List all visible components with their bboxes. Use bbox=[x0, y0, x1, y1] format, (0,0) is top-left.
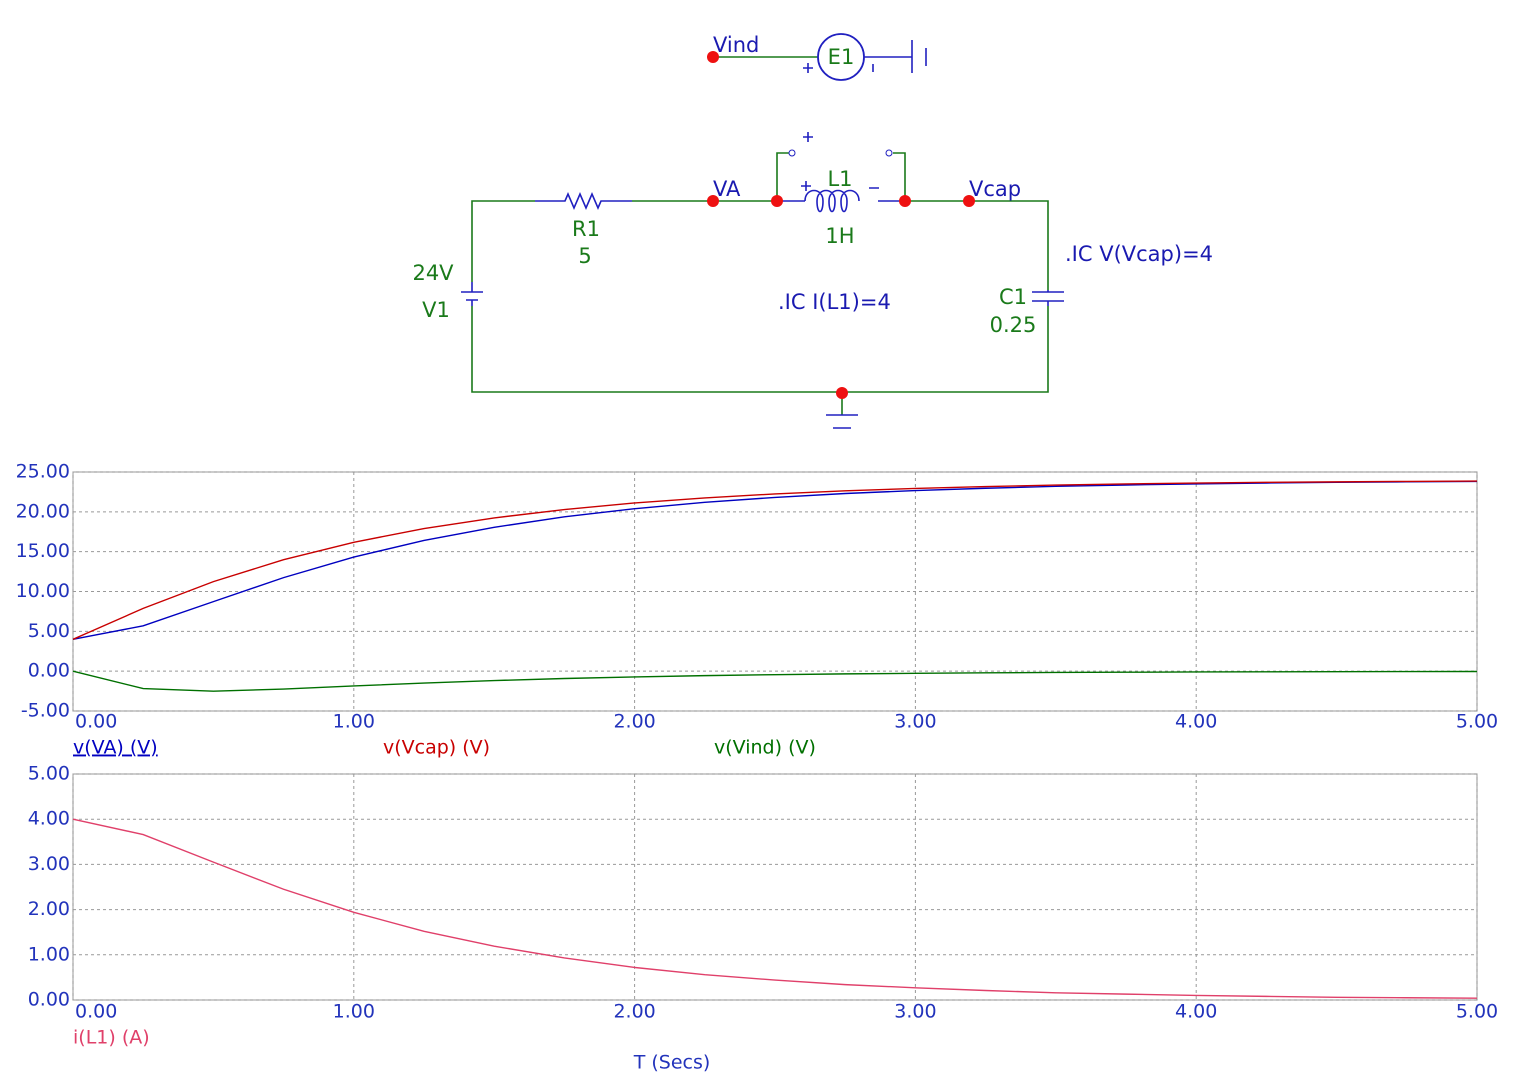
x-tick-label: 0.00 bbox=[75, 1001, 117, 1023]
x-tick-label: 2.00 bbox=[613, 711, 655, 733]
y-tick-label: 1.00 bbox=[28, 943, 70, 965]
x-tick-label: 4.00 bbox=[1175, 1001, 1217, 1023]
legend-label: v(Vind) (V) bbox=[714, 737, 816, 759]
x-tick-label: 3.00 bbox=[894, 1001, 936, 1023]
y-tick-label: -5.00 bbox=[21, 700, 70, 722]
node bbox=[899, 195, 911, 207]
part-label: L1 bbox=[827, 167, 852, 191]
y-tick-label: 2.00 bbox=[28, 898, 70, 920]
y-tick-label: 3.00 bbox=[28, 853, 70, 875]
x-tick-label: 1.00 bbox=[333, 1001, 375, 1023]
x-tick-label: 3.00 bbox=[894, 711, 936, 733]
wire bbox=[471, 200, 1049, 393]
legend-label: i(L1) (A) bbox=[73, 1027, 150, 1049]
part-value: 1H bbox=[825, 224, 854, 248]
legend-label: v(Vcap) (V) bbox=[383, 737, 490, 759]
node bbox=[771, 195, 783, 207]
directive: .IC I(L1)=4 bbox=[778, 290, 891, 314]
part-label: E1 bbox=[828, 45, 855, 69]
schematic: Vind E1 VA Vcap L1 1H R1 5 24V V1 C1 0.2… bbox=[412, 33, 1213, 429]
ground bbox=[826, 414, 858, 429]
node bbox=[707, 195, 719, 207]
part-label: V1 bbox=[422, 298, 450, 322]
battery-v1 bbox=[461, 282, 483, 306]
probe-pin bbox=[885, 149, 893, 157]
node bbox=[836, 387, 848, 399]
polarity bbox=[801, 132, 879, 191]
y-tick-label: 5.00 bbox=[28, 620, 70, 642]
polarity bbox=[803, 63, 874, 73]
y-tick-label: 4.00 bbox=[28, 808, 70, 830]
legend-label: v(VA) (V) bbox=[73, 737, 158, 759]
probe-pin bbox=[788, 149, 796, 157]
x-tick-label: 4.00 bbox=[1175, 711, 1217, 733]
series-line bbox=[72, 480, 1478, 640]
y-tick-label: 0.00 bbox=[28, 660, 70, 682]
part-label: R1 bbox=[572, 217, 600, 241]
part-label: C1 bbox=[999, 285, 1027, 309]
series-line bbox=[72, 670, 1478, 692]
plot-frame bbox=[72, 773, 1478, 1001]
y-tick-label: 25.00 bbox=[16, 461, 70, 483]
x-tick-label: 2.00 bbox=[613, 1001, 655, 1023]
y-tick-label: 5.00 bbox=[28, 763, 70, 785]
node-label: Vcap bbox=[969, 177, 1021, 201]
node-label: Vind bbox=[713, 33, 759, 57]
x-tick-label: 0.00 bbox=[75, 711, 117, 733]
y-tick-label: 10.00 bbox=[16, 580, 70, 602]
node-label: VA bbox=[713, 177, 741, 201]
capacitor-c1 bbox=[1032, 290, 1064, 306]
probe-wire bbox=[776, 152, 906, 201]
node bbox=[707, 51, 719, 63]
node bbox=[963, 195, 975, 207]
x-tick-label: 1.00 bbox=[333, 711, 375, 733]
y-tick-label: 0.00 bbox=[28, 989, 70, 1011]
directive: .IC V(Vcap)=4 bbox=[1065, 242, 1213, 266]
x-axis-label: T (Secs) bbox=[633, 1052, 711, 1074]
y-tick-label: 15.00 bbox=[16, 540, 70, 562]
inductor-l1 bbox=[804, 189, 860, 213]
part-value: 0.25 bbox=[990, 313, 1037, 337]
series-line bbox=[72, 818, 1478, 999]
resistor-r1 bbox=[535, 191, 632, 211]
x-tick-label: 5.00 bbox=[1456, 711, 1498, 733]
part-value: 5 bbox=[578, 244, 591, 268]
y-tick-label: 20.00 bbox=[16, 500, 70, 522]
part-value: 24V bbox=[412, 261, 454, 285]
x-tick-label: 5.00 bbox=[1456, 1001, 1498, 1023]
